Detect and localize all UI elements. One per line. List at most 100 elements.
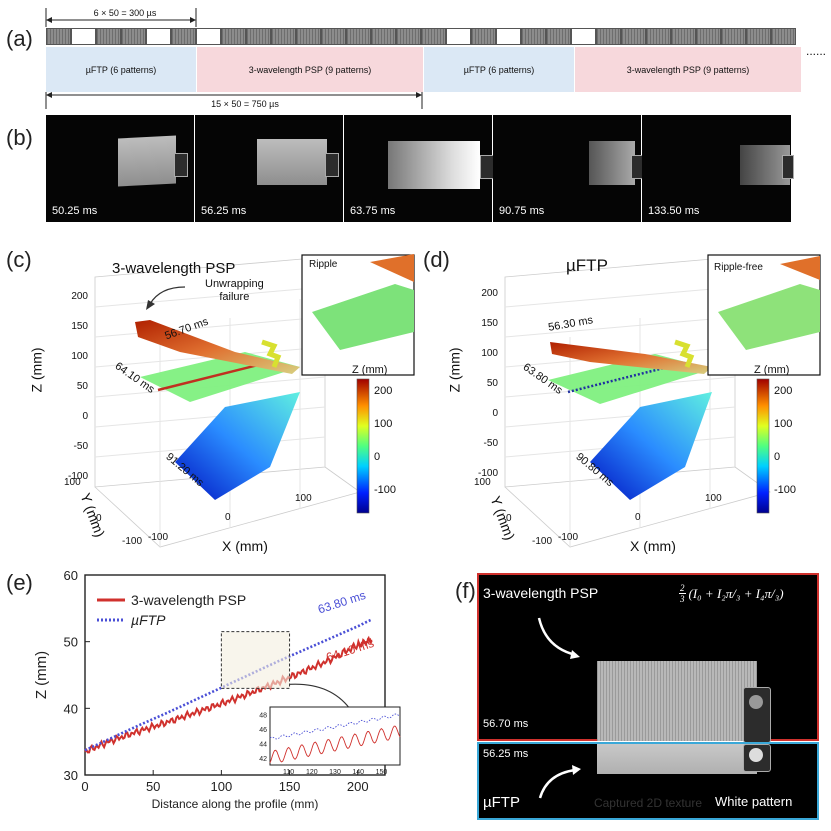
x-axis-label: X (mm) <box>222 538 268 554</box>
frame-5: 133.50 ms <box>642 115 794 222</box>
x-tick: -100 <box>558 532 579 543</box>
y-tick: 0 <box>506 513 512 524</box>
zoom-arrow <box>289 683 351 709</box>
y-tick-label: 30 <box>64 768 78 783</box>
pattern-frame <box>596 28 621 45</box>
colorbar-title: Z (mm) <box>352 364 388 376</box>
pattern-frame <box>121 28 146 45</box>
plot-d-title: µFTP <box>566 256 608 275</box>
surface-56ms-uftp <box>550 342 712 374</box>
pattern-frame <box>296 28 321 45</box>
pattern-frame <box>421 28 446 45</box>
y-axis-label: Z (mm) <box>33 651 50 699</box>
x-tick: 100 <box>295 493 312 504</box>
texture-time-bottom: 56.25 ms <box>483 748 529 760</box>
legend-label: µFTP <box>131 612 166 628</box>
pattern-frame <box>321 28 346 45</box>
frame-4: 90.75 ms <box>493 115 643 222</box>
band-uftp-2: µFTP (6 patterns) <box>424 47 574 92</box>
frame-1: 50.25 ms <box>46 115 194 222</box>
pattern-frame <box>271 28 296 45</box>
pattern-frame <box>771 28 796 45</box>
timestamp: 50.25 ms <box>52 205 98 217</box>
texture-uftp: 56.25 ms µFTP White pattern <box>477 742 819 820</box>
y-tick: 100 <box>64 477 81 488</box>
panel-label-b: (b) <box>6 125 33 150</box>
pattern-frame <box>146 28 171 45</box>
timestamp: 56.25 ms <box>201 205 247 217</box>
y-tick: 0 <box>96 513 102 524</box>
inset-label-d: Ripple-free <box>714 262 763 273</box>
texture-caption: Captured 2D texture <box>593 796 703 810</box>
y-tick-label: 40 <box>64 701 78 716</box>
y-tick-label: 60 <box>64 568 78 583</box>
band-psp-2: 3-wavelength PSP (9 patterns) <box>575 47 801 92</box>
y-tick-label: 50 <box>64 635 78 650</box>
plot-psp-3d <box>94 254 415 548</box>
plot-c-title: 3-wavelength PSP <box>112 260 236 277</box>
z-axis-label: Z (mm) <box>28 347 45 393</box>
pattern-frame <box>96 28 121 45</box>
inset-series-1 <box>269 713 401 740</box>
pattern-frame <box>171 28 196 45</box>
z-ticks: 200 150 100 50 0 -50 -100 <box>477 288 498 479</box>
formula: 2 3 (I₀ + I₂π/₃ + I₄π/₃) <box>679 583 784 604</box>
annotation-label: 64.10 ms <box>324 636 375 665</box>
pattern-frame <box>221 28 246 45</box>
panel-label-d: (d) <box>423 247 450 272</box>
inset-y-tick: 46 <box>259 727 267 734</box>
frame-2: 56.25 ms <box>195 115 343 222</box>
inset-x-tick: 110 <box>283 769 294 776</box>
colorbar-ticks: 200 100 0 -100 <box>374 385 397 496</box>
inset-x-tick: 150 <box>376 769 388 776</box>
panel-label-a: (a) <box>6 26 33 51</box>
inset-x-tick: 120 <box>306 769 318 776</box>
pattern-frame <box>446 28 471 45</box>
x-tick: 0 <box>225 512 231 523</box>
timestamp: 63.75 ms <box>350 205 396 217</box>
colorbar-title: Z (mm) <box>754 364 790 376</box>
pattern-frame <box>721 28 746 45</box>
z-ticks: 200 150 100 50 0 -50 -100 <box>67 291 88 482</box>
plot-frame <box>84 574 386 776</box>
sequence-ellipsis: ...... <box>806 44 827 58</box>
inset-x-tick: 140 <box>352 769 364 776</box>
x-tick: -100 <box>148 532 169 543</box>
pattern-frame <box>371 28 396 45</box>
pattern-frame <box>471 28 496 45</box>
annotation-label: 63.80 ms <box>316 588 367 617</box>
panel-label-e: (e) <box>6 570 33 595</box>
texture-label-uftp: µFTP <box>483 794 520 811</box>
x-tick-label: 0 <box>81 779 88 794</box>
surface-90ms <box>590 392 712 500</box>
band-uftp-1: µFTP (6 patterns) <box>46 47 196 92</box>
inset-x-tick: 130 <box>329 769 341 776</box>
texture-time-top: 56.70 ms <box>483 718 529 730</box>
x-axis-label: Distance along the profile (mm) <box>152 797 319 811</box>
inset-y-tick: 48 <box>259 712 267 719</box>
texture-label-white: White pattern <box>715 794 793 809</box>
inset-y-tick: 42 <box>259 756 267 763</box>
inset-series-0 <box>269 725 401 764</box>
x-tick: 100 <box>705 493 722 504</box>
texture-label-psp: 3-wavelength PSP <box>483 585 599 601</box>
pattern-frame <box>746 28 771 45</box>
inset-label-c: Ripple <box>309 259 338 270</box>
y-tick: 100 <box>474 477 491 488</box>
timestamp: 90.75 ms <box>499 205 545 217</box>
pattern-frame <box>196 28 221 45</box>
panel-label-f: (f) <box>455 578 476 603</box>
annotation-unwrapping: Unwrapping failure <box>205 278 264 303</box>
band-psp-1: 3-wavelength PSP (9 patterns) <box>197 47 423 92</box>
pattern-frame <box>46 28 71 45</box>
pattern-frame <box>246 28 271 45</box>
inset-y-tick: 44 <box>259 741 267 748</box>
pattern-frame <box>696 28 721 45</box>
series-line-0 <box>84 635 373 754</box>
line-chart: 0 50 100 150 200 30 40 50 60 Distance along the p… <box>33 568 401 811</box>
pattern-frame <box>546 28 571 45</box>
pattern-frame <box>346 28 371 45</box>
timing-dimension-lines <box>45 8 423 109</box>
pattern-frame <box>671 28 696 45</box>
x-tick-label: 150 <box>279 779 301 794</box>
